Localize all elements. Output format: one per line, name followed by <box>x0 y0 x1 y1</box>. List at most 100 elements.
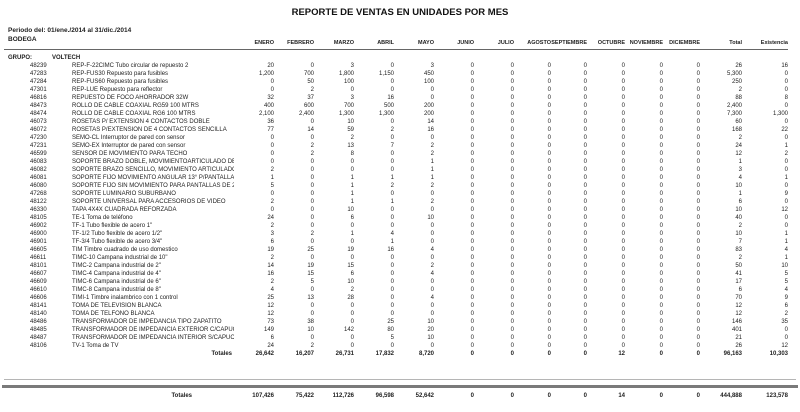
cell-junio: 0 <box>470 71 474 77</box>
cell-abril: 0 <box>390 191 394 197</box>
table-row: 46607 TIMC-4 Campana industrial de 4" 16 15… <box>4 270 788 278</box>
cell-total: 10 <box>735 231 742 237</box>
cell-mayo: 0 <box>430 191 434 197</box>
cell-abril: 0 <box>390 343 394 349</box>
total-enero: 26,642 <box>255 351 274 357</box>
cell-abril: 0 <box>390 119 394 125</box>
cell-agosto: 0 <box>547 183 551 189</box>
cell-diciembre: 0 <box>696 111 700 117</box>
cell-abril: 16 <box>387 95 394 101</box>
cell-junio: 0 <box>470 159 474 165</box>
table-row: 48101 TIMC-2 Campana industrial de 2" 14 19… <box>4 262 788 270</box>
cell-total: 7,300 <box>726 111 742 117</box>
cell-noviembre: 0 <box>659 111 663 117</box>
cell-agosto: 0 <box>547 287 551 293</box>
cell-febrero: 0 <box>310 335 314 341</box>
cell-noviembre: 0 <box>659 287 663 293</box>
cell-total: 60 <box>735 119 742 125</box>
cell-junio: 0 <box>470 207 474 213</box>
cell-junio: 0 <box>470 175 474 181</box>
cell-junio: 0 <box>470 223 474 229</box>
cell-octubre: 0 <box>621 135 625 141</box>
col-header-existencia: Existencia <box>742 32 788 50</box>
cell-septiembre: 0 <box>583 231 587 237</box>
cell-agosto: 0 <box>547 231 551 237</box>
cell-octubre: 0 <box>621 311 625 317</box>
total-agosto: 0 <box>547 393 551 399</box>
cell-existencia: 12 <box>781 207 788 213</box>
cell-junio: 0 <box>470 143 474 149</box>
cell-marzo: 0 <box>350 255 354 261</box>
cell-noviembre: 0 <box>659 151 663 157</box>
table-row: 48141 TOMA DE TELEVISION BLANCA 12 0 0 0 0 0 0 0 0… <box>4 302 788 310</box>
cell-total: 83 <box>735 247 742 253</box>
cell-agosto: 0 <box>547 247 551 253</box>
cell-julio: 0 <box>510 191 514 197</box>
total-julio: 0 <box>510 351 514 357</box>
col-header-code <box>4 32 52 50</box>
table-row: 46080 SOPORTE FIJO SIN MOVIMIENTO PARA PA… <box>4 182 788 190</box>
empty-cell <box>551 50 587 63</box>
cell-febrero: 0 <box>310 199 314 205</box>
cell-octubre: 0 <box>621 319 625 325</box>
cell-noviembre: 0 <box>659 215 663 221</box>
total-julio: 0 <box>510 393 514 399</box>
cell-septiembre: 0 <box>583 87 587 93</box>
cell-mayo: 0 <box>430 255 434 261</box>
cell-marzo: 0 <box>350 343 354 349</box>
cell-noviembre: 0 <box>659 87 663 93</box>
cell-julio: 0 <box>510 71 514 77</box>
item-description: TE-1 Toma de teléfono <box>72 215 133 221</box>
cell-marzo: 142 <box>343 327 354 333</box>
cell-septiembre: 0 <box>583 199 587 205</box>
cell-enero: 2 <box>270 167 274 173</box>
cell-agosto: 0 <box>547 95 551 101</box>
cell-febrero: 0 <box>310 119 314 125</box>
cell-junio: 0 <box>470 111 474 117</box>
table-row: 48106 TV-1 Toma de TV 24 2 0 0 0 0 0 0 0 0 0 0 26 12 <box>4 342 788 350</box>
item-description: SOPORTE UNIVERSAL PARA ACCESORIOS DE VID… <box>72 199 226 205</box>
cell-mayo: 0 <box>430 239 434 245</box>
item-description: TOMA DE TELFONO BLANCA <box>72 311 155 317</box>
cell-octubre: 0 <box>621 215 625 221</box>
total-agosto: 0 <box>547 351 551 357</box>
item-code: 46073 <box>30 119 47 125</box>
cell-existencia: 35 <box>781 319 788 325</box>
cell-diciembre: 0 <box>696 71 700 77</box>
cell-marzo: 0 <box>350 335 354 341</box>
cell-enero: 25 <box>267 295 274 301</box>
cell-septiembre: 0 <box>583 135 587 141</box>
cell-agosto: 0 <box>547 343 551 349</box>
cell-enero: 32 <box>267 95 274 101</box>
cell-febrero: 25 <box>307 247 314 253</box>
cell-abril: 0 <box>390 287 394 293</box>
col-header-junio: JUNIO <box>434 32 474 50</box>
cell-octubre: 0 <box>621 207 625 213</box>
cell-enero: 12 <box>267 311 274 317</box>
item-description: TIMC-2 Campana industrial de 2" <box>72 263 161 269</box>
cell-diciembre: 0 <box>696 79 700 85</box>
cell-total: 12 <box>735 303 742 309</box>
item-description: REP-FUS60 Repuesto para fusibles <box>72 79 169 85</box>
cell-enero: 0 <box>270 191 274 197</box>
cell-septiembre: 0 <box>583 223 587 229</box>
col-header-abril: ABRIL <box>354 32 394 50</box>
cell-febrero: 700 <box>303 71 314 77</box>
item-code: 46816 <box>30 95 47 101</box>
cell-octubre: 0 <box>621 63 625 69</box>
divider-line-thick <box>2 385 798 388</box>
cell-octubre: 0 <box>621 95 625 101</box>
cell-mayo: 1 <box>430 175 434 181</box>
cell-diciembre: 0 <box>696 263 700 269</box>
sales-table: ENERO FEBRERO MARZO ABRIL MAYO JUNIO JULIO AGOS… <box>4 32 788 358</box>
cell-marzo: 6 <box>350 215 354 221</box>
cell-septiembre: 0 <box>583 335 587 341</box>
cell-abril: 500 <box>383 103 394 109</box>
cell-octubre: 0 <box>621 255 625 261</box>
cell-noviembre: 0 <box>659 263 663 269</box>
cell-mayo: 0 <box>430 343 434 349</box>
item-code: 47230 <box>30 135 47 141</box>
cell-febrero: 600 <box>303 103 314 109</box>
cell-abril: 25 <box>387 319 394 325</box>
cell-abril: 0 <box>390 295 394 301</box>
